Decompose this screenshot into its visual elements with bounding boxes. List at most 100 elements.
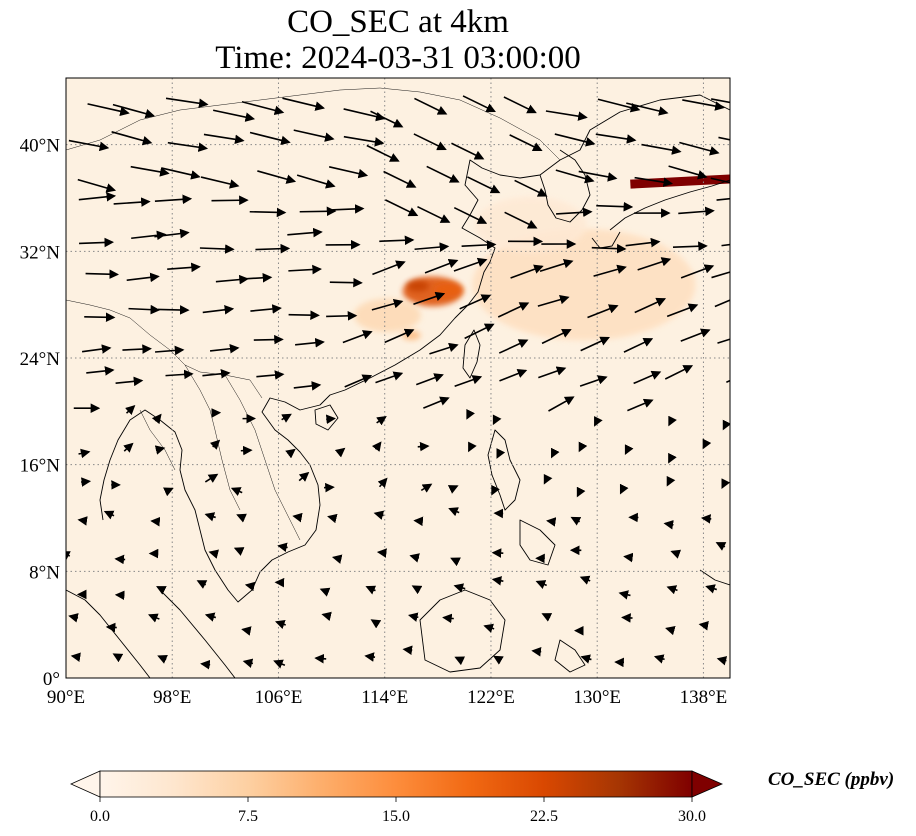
wind-arrow: [366, 144, 400, 162]
colorbar-tick-label: 30.0: [678, 808, 706, 825]
wind-arrow: [717, 338, 730, 344]
wind-arrow: [466, 408, 475, 420]
wind-arrow: [81, 477, 92, 487]
wind-arrow: [343, 108, 386, 122]
wind-arrow: [700, 514, 712, 524]
lat-tick-label: 8°N: [29, 562, 60, 583]
wind-arrow: [208, 549, 220, 559]
wind-arrow: [167, 141, 209, 152]
co-plume-5: [472, 228, 696, 341]
wind-arrow: [165, 97, 209, 108]
wind-arrow: [288, 264, 322, 275]
wind-arrow: [293, 129, 335, 142]
wind-arrow: [668, 415, 677, 427]
wind-arrow: [285, 448, 296, 459]
wind-arrow: [551, 447, 560, 459]
wind-arrow: [371, 441, 382, 452]
wind-arrow: [666, 585, 678, 595]
wind-arrow: [548, 396, 575, 412]
wind-arrow: [376, 416, 387, 426]
wind-arrow: [503, 96, 537, 114]
wind-arrow: [682, 99, 725, 111]
lon-tick-label: 138°E: [680, 687, 728, 708]
wind-arrow: [113, 197, 151, 207]
wind-arrow: [462, 95, 496, 113]
wind-vectors: [66, 95, 730, 670]
wind-arrow: [370, 619, 382, 629]
wind-arrow: [672, 241, 708, 252]
wind-arrow: [68, 613, 79, 623]
wind-arrow: [379, 235, 415, 246]
wind-arrow: [670, 549, 682, 559]
wind-arrow: [716, 197, 730, 201]
wind-arrow: [423, 396, 450, 409]
wind-arrow: [464, 323, 495, 340]
wind-arrow: [407, 612, 419, 622]
wind-arrow: [154, 228, 190, 239]
wind-arrow: [249, 207, 287, 218]
wind-arrow: [537, 294, 570, 307]
wind-arrow: [204, 473, 219, 483]
wind-arrow: [376, 548, 387, 558]
wind-arrow: [580, 336, 610, 352]
wind-arrow: [200, 176, 240, 189]
wind-arrow: [546, 517, 557, 527]
wind-arrow: [716, 656, 728, 666]
wind-arrow: [325, 414, 336, 425]
wind-arrow: [417, 441, 430, 452]
wind-arrow: [442, 613, 454, 624]
wind-arrow: [447, 485, 459, 494]
wind-arrow: [384, 328, 415, 344]
lon-tick-label: 106°E: [255, 687, 303, 708]
wind-arrow: [81, 344, 112, 354]
wind-arrow: [415, 373, 444, 386]
wind-arrow: [623, 552, 634, 563]
wind-arrow: [543, 473, 553, 485]
wind-arrow: [625, 237, 661, 248]
wind-arrow: [721, 478, 730, 489]
wind-arrow: [299, 206, 337, 217]
lat-tick-label: 0°: [43, 669, 60, 690]
wind-arrow: [698, 621, 709, 631]
wind-arrow: [596, 201, 634, 212]
co-plume-4: [401, 330, 421, 340]
wind-arrow: [580, 654, 592, 664]
wind-arrow: [711, 271, 730, 279]
wind-arrow: [641, 143, 682, 155]
wind-arrow: [112, 653, 124, 663]
wind-arrow: [554, 133, 596, 147]
wind-arrow: [555, 169, 595, 184]
lat-tick-label: 40°N: [20, 136, 61, 157]
wind-arrow: [624, 444, 634, 455]
wind-arrow: [454, 375, 483, 388]
wind-arrow: [212, 109, 256, 122]
wind-arrow: [150, 516, 161, 527]
wind-arrow: [538, 366, 567, 379]
wind-arrow: [499, 368, 528, 382]
wind-arrow: [545, 110, 588, 121]
wind-arrow: [535, 580, 547, 590]
wind-arrow: [281, 413, 292, 423]
wind-arrow: [151, 413, 162, 425]
wind-arrow: [242, 658, 254, 668]
wind-arrow: [250, 304, 282, 314]
wind-arrow: [241, 626, 252, 636]
colorbar-extend-low: [70, 770, 101, 798]
wind-arrow: [424, 259, 459, 274]
wind-arrow: [414, 97, 448, 115]
wind-arrow: [420, 483, 433, 493]
wind-arrow: [665, 625, 676, 636]
map-frame: [65, 77, 731, 679]
wind-arrow: [233, 547, 245, 556]
wind-arrow: [578, 441, 588, 453]
wind-arrow: [496, 448, 506, 459]
wind-arrow: [619, 483, 629, 495]
wind-arrow: [292, 512, 303, 523]
colorbar-tick-label: 0.0: [90, 808, 110, 825]
wind-arrow: [114, 554, 126, 565]
lat-tick-label: 16°N: [20, 456, 61, 477]
wind-arrow: [539, 259, 574, 272]
wind-arrow: [298, 471, 310, 482]
colorbar-ticks: 0.0 7.5 15.0 22.5 30.0: [90, 797, 706, 825]
wind-arrow: [633, 370, 662, 385]
